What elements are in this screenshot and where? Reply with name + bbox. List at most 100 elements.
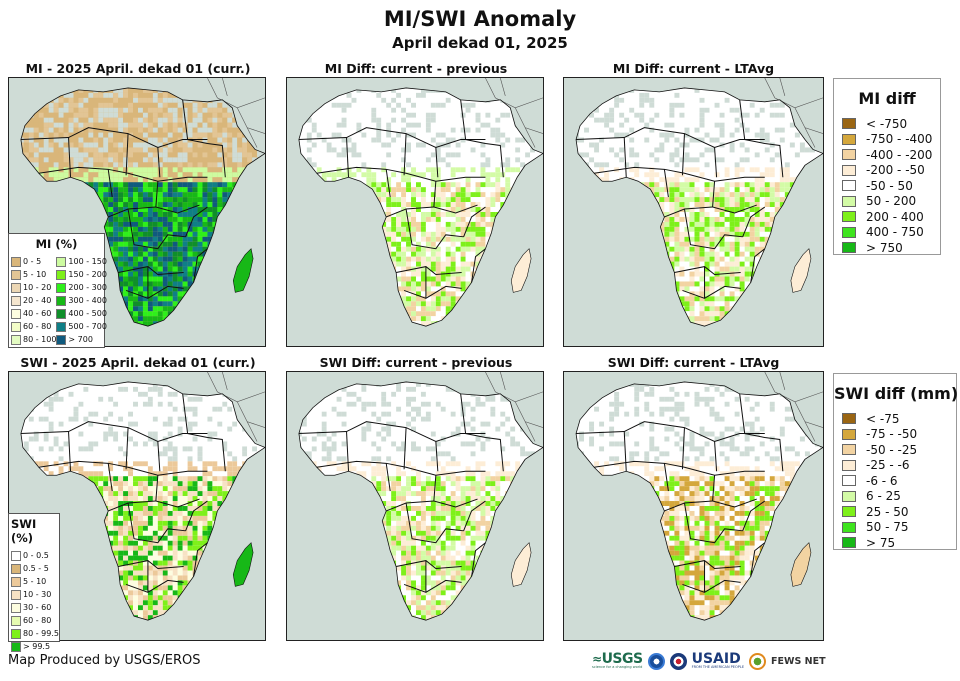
raster-cell [460,197,466,203]
raster-cell [406,127,412,133]
raster-cell [157,197,163,203]
raster-cell [202,311,208,317]
raster-cell [133,301,138,307]
raster-cell [237,92,243,98]
raster-cell [430,97,436,103]
raster-cell [142,316,148,322]
raster-cell [23,87,29,93]
raster-cell [33,142,39,148]
raster-cell [420,107,426,113]
raster-cell [316,286,322,292]
raster-cell [306,87,312,93]
raster-cell [98,132,104,138]
raster-cell [346,142,352,148]
raster-cell [192,261,198,267]
raster-cell [460,266,466,272]
raster-cell [321,316,327,322]
raster-cell [361,172,367,178]
raster-cell [475,102,481,108]
raster-cell [465,177,471,183]
raster-cell [222,276,228,282]
raster-cell [520,231,526,237]
raster-cell [540,127,543,133]
raster-cell [301,271,307,277]
raster-cell [495,182,501,188]
raster-cell [480,281,486,287]
raster-cell [142,87,148,93]
raster-cell [232,321,238,327]
raster-cell [108,286,114,292]
raster-cell [440,92,446,98]
raster-cell [128,301,134,307]
panel-title-mi-current: MI - 2025 April. dekad 01 (curr.) [25,61,251,76]
raster-cell [351,122,357,128]
raster-cell [401,236,407,242]
raster-cell [540,167,543,173]
raster-cell [435,286,441,292]
raster-cell [257,162,263,168]
raster-cell [187,117,193,123]
raster-cell [182,241,188,247]
raster-cell [232,167,238,173]
raster-cell [311,157,317,163]
raster-cell [425,202,431,208]
raster-cell [460,321,466,327]
raster-cell [361,316,367,322]
raster-cell [93,162,99,168]
raster-cell [227,261,233,267]
raster-cell [113,182,119,188]
raster-cell [207,226,213,232]
raster-cell [316,246,322,252]
raster-cell [162,231,168,237]
raster-cell [331,266,337,272]
raster-cell [222,261,228,267]
raster-cell [411,122,416,128]
raster-cell [142,226,148,232]
raster-cell [460,142,466,148]
raster-cell [311,246,317,252]
raster-cell [420,122,426,128]
raster-cell [535,142,541,148]
raster-cell [187,226,193,232]
raster-cell [505,87,511,93]
raster-cell [480,102,486,108]
raster-cell [356,326,362,327]
raster-cell [371,152,377,158]
raster-cell [48,162,54,168]
raster-cell [455,236,461,242]
raster-cell [137,157,143,163]
raster-cell [78,92,84,98]
raster-cell [500,197,506,203]
raster-cell [455,231,461,237]
raster-cell [227,122,233,128]
raster-cell [435,261,441,267]
raster-cell [152,132,158,138]
raster-cell [63,157,69,163]
raster-cell [381,321,387,327]
raster-cell [460,187,466,193]
raster-cell [48,142,54,148]
raster-cell [172,87,178,93]
raster-cell [361,197,367,203]
raster-cell [207,207,213,212]
raster-cell [212,107,218,113]
raster-cell [162,187,168,193]
raster-cell [510,246,516,252]
raster-cell [167,172,173,178]
raster-cell [425,216,431,222]
raster-cell [142,246,148,252]
raster-cell [23,147,29,153]
raster-cell [187,301,193,307]
raster-cell [450,102,456,108]
raster-cell [28,147,34,153]
raster-cell [152,326,158,327]
raster-cell [326,271,332,277]
raster-cell [103,112,109,118]
raster-cell [242,147,248,153]
raster-cell [351,266,357,272]
raster-cell [515,291,521,297]
raster-cell [450,266,456,272]
raster-cell [128,147,134,153]
raster-cell [321,276,327,282]
raster-cell [197,246,203,252]
